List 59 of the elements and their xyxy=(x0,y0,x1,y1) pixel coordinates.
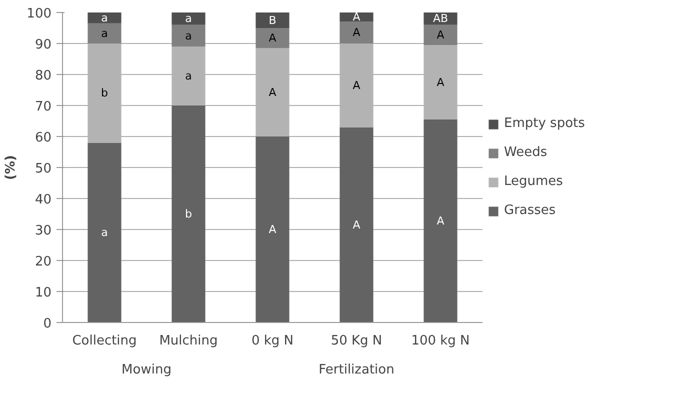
text: Fertilization xyxy=(318,362,394,378)
bar xyxy=(88,23,122,44)
x-tick-label: Mulching xyxy=(159,334,218,348)
data-label: A xyxy=(352,218,361,232)
data-label: a xyxy=(185,12,192,26)
bar xyxy=(340,12,374,22)
data-label: B xyxy=(268,14,276,27)
legend-label: Grasses xyxy=(504,203,556,218)
y-tick-label: 70 xyxy=(34,100,52,114)
y-tick-label: 40 xyxy=(34,192,52,208)
y-tick-label: 50 xyxy=(34,162,52,176)
data-label: A xyxy=(436,76,445,89)
x-tick-label: 0 kg N xyxy=(251,334,294,348)
bar xyxy=(340,22,374,44)
y-tick-label: 100 xyxy=(26,6,52,22)
data-label: a xyxy=(185,29,192,42)
data-label: A xyxy=(352,26,361,40)
x-tick-label: Collecting xyxy=(72,334,137,348)
x-tick-label: 100 kg N xyxy=(411,334,470,348)
y-tick-label: 0 xyxy=(43,316,52,332)
y-tick-label: 60 xyxy=(34,130,52,146)
bar xyxy=(256,12,290,28)
y-tick-label: 90 xyxy=(34,38,52,52)
bar xyxy=(172,24,206,47)
bar xyxy=(340,127,374,322)
bar xyxy=(424,119,458,322)
data-label: b xyxy=(185,208,192,220)
data-label: a xyxy=(101,226,108,240)
text: Mowing xyxy=(122,362,172,378)
bar xyxy=(172,106,206,322)
data-label: a xyxy=(101,26,108,40)
data-label: AB xyxy=(432,12,448,26)
data-label: a xyxy=(101,11,108,24)
y-tick-label: 10 xyxy=(34,286,52,300)
bar xyxy=(172,12,206,25)
bar xyxy=(424,24,458,46)
bar xyxy=(256,28,290,48)
data-label: A xyxy=(436,214,445,228)
data-label: A xyxy=(436,28,445,42)
data-label: A xyxy=(268,223,277,236)
bar xyxy=(172,46,206,106)
bar xyxy=(88,142,122,322)
y-tick-label: 20 xyxy=(34,254,52,270)
data-label: A xyxy=(268,86,277,99)
legend-label: Empty spots xyxy=(504,116,585,131)
y-tick-label: 80 xyxy=(34,68,52,84)
data-label: A xyxy=(268,32,277,45)
y-tick-label: 30 xyxy=(34,224,52,238)
bar xyxy=(256,136,290,322)
y-axis-title: (%) xyxy=(4,155,19,180)
bar xyxy=(88,12,122,24)
x-tick-label: 50 Kg N xyxy=(330,334,382,348)
data-label: A xyxy=(352,78,361,92)
data-label: b xyxy=(101,86,108,100)
bar xyxy=(256,48,290,136)
legend-label: Weeds xyxy=(504,145,548,160)
data-label: A xyxy=(352,10,361,24)
legend-label: Legumes xyxy=(504,174,563,189)
data-label: a xyxy=(185,70,192,83)
